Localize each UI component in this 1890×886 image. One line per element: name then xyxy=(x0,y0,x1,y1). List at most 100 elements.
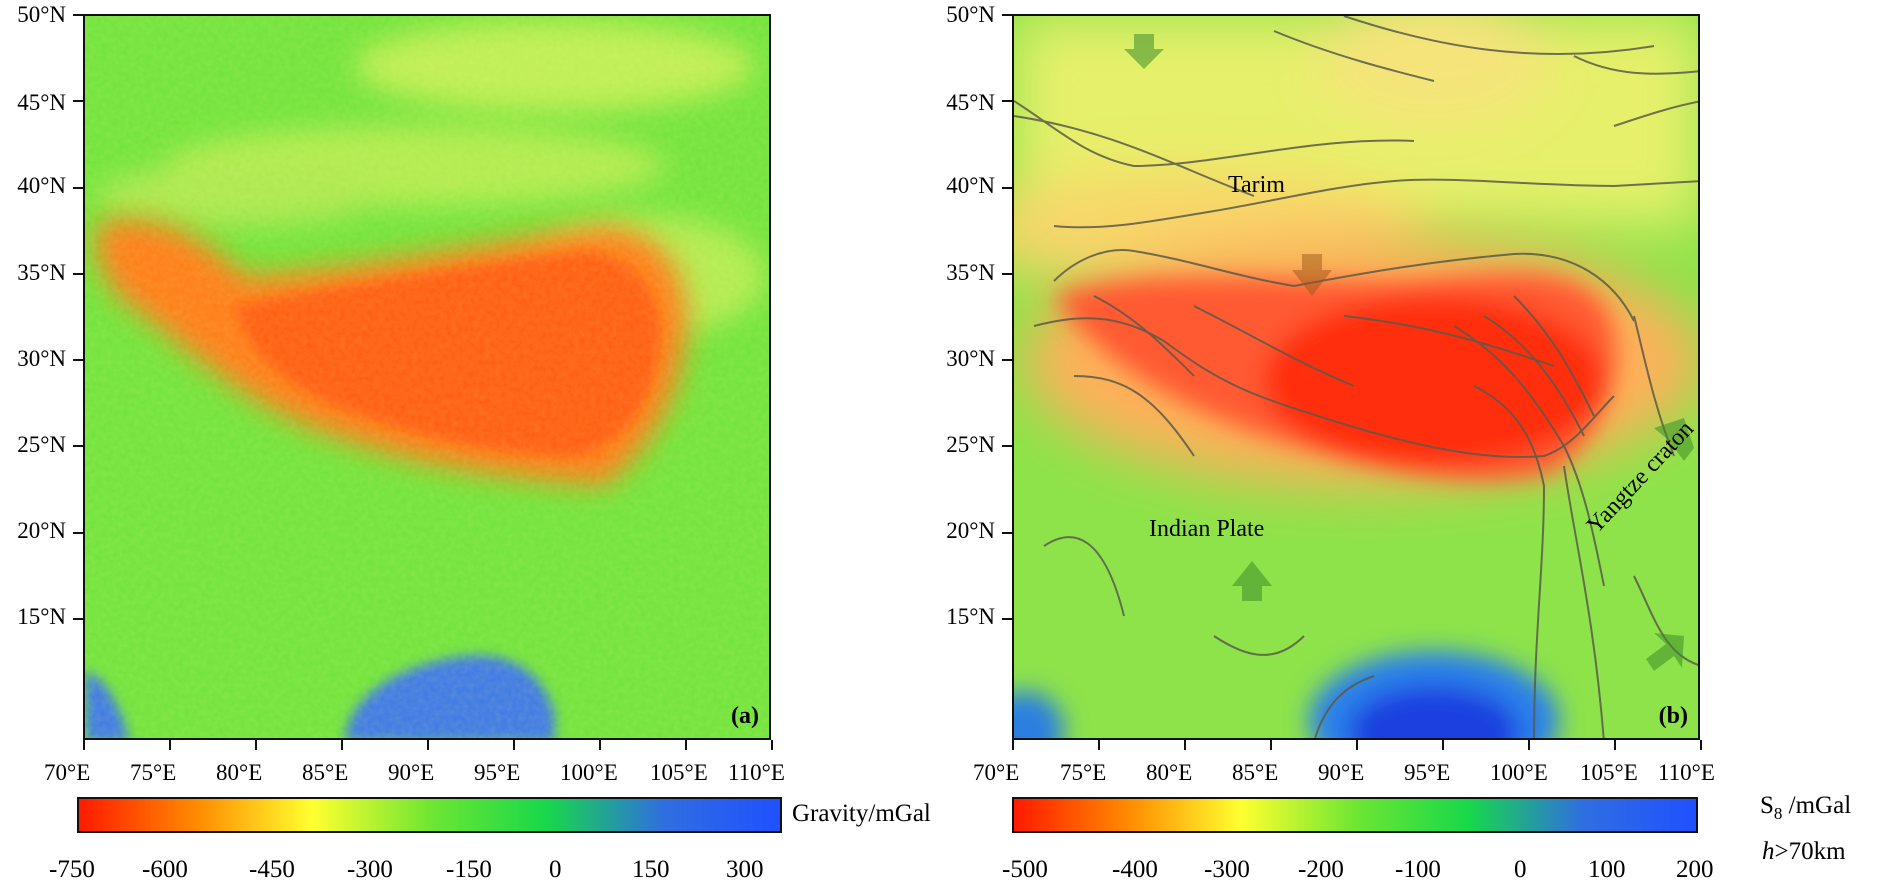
s8-symbol: S xyxy=(1760,792,1774,819)
lon-label: 95°E xyxy=(1404,760,1451,785)
lon-label: 75°E xyxy=(1060,760,1107,785)
colorbar-tick-label: 300 xyxy=(726,856,764,883)
lat-tick xyxy=(1002,445,1012,448)
lat-label: 25°N xyxy=(946,432,995,457)
lon-label: 85°E xyxy=(302,760,349,785)
s8-colorbar xyxy=(1012,797,1698,833)
fault-lines xyxy=(1014,16,1698,738)
lat-label: 50°N xyxy=(17,2,66,27)
s8-residual-map: Tarim Indian Plate Yangtze craton (b) xyxy=(1012,14,1700,740)
lon-tick xyxy=(1270,740,1272,750)
motion-arrows xyxy=(1124,34,1694,671)
lon-tick xyxy=(1012,740,1014,750)
lon-tick xyxy=(1614,740,1616,750)
s8-colorbar-title: S8 /mGal xyxy=(1760,792,1851,824)
colorbar-tick-label: -100 xyxy=(1395,856,1441,883)
gravity-map: (a) xyxy=(83,14,771,740)
colorbar-tick-label: -300 xyxy=(347,856,393,883)
lat-tick xyxy=(73,14,83,16)
lon-label: 100°E xyxy=(1490,760,1548,785)
lon-tick xyxy=(1098,740,1100,750)
lat-label: 45°N xyxy=(946,90,995,115)
s8-field-image xyxy=(1014,16,1698,738)
lon-tick xyxy=(1528,740,1530,750)
colorbar-tick-label: -500 xyxy=(1002,856,1048,883)
lon-tick xyxy=(427,740,429,750)
lon-tick xyxy=(169,740,171,750)
lon-label: 70°E xyxy=(44,760,91,785)
panel-tag-a: (a) xyxy=(731,703,759,729)
lat-tick xyxy=(1002,186,1012,189)
lon-label: 105°E xyxy=(650,760,708,785)
lat-label: 25°N xyxy=(17,432,66,457)
lat-label: 40°N xyxy=(946,173,995,198)
lon-tick xyxy=(513,740,515,750)
lat-label: 45°N xyxy=(17,90,66,115)
label-indian-plate: Indian Plate xyxy=(1149,516,1265,542)
colorbar-tick-label: -200 xyxy=(1298,856,1344,883)
colorbar-tick-label: -450 xyxy=(249,856,295,883)
depth-symbol: h xyxy=(1762,838,1775,865)
lat-label: 20°N xyxy=(17,518,66,543)
label-tarim: Tarim xyxy=(1228,172,1285,198)
colorbar-tick-label: 100 xyxy=(1588,856,1626,883)
lon-tick xyxy=(83,740,85,750)
lon-label: 90°E xyxy=(388,760,435,785)
gravity-colorbar xyxy=(77,797,782,833)
depth-note: h>70km xyxy=(1762,838,1846,866)
colorbar-tick-label: -400 xyxy=(1112,856,1158,883)
depth-value: >70km xyxy=(1774,838,1846,865)
lon-label: 80°E xyxy=(1146,760,1193,785)
lat-label: 40°N xyxy=(17,173,66,198)
lon-label: 110°E xyxy=(1658,760,1715,785)
lon-tick xyxy=(341,740,343,750)
lat-label: 20°N xyxy=(946,518,995,543)
lon-label: 105°E xyxy=(1580,760,1638,785)
s8-subscript: 8 xyxy=(1773,804,1783,823)
lon-tick xyxy=(1356,740,1358,750)
lat-label: 15°N xyxy=(946,604,995,629)
lon-tick xyxy=(599,740,601,750)
gravity-map-panel: (a) xyxy=(83,14,771,740)
lat-label: 35°N xyxy=(17,260,66,285)
lat-label: 35°N xyxy=(946,260,995,285)
colorbar-tick-label: 200 xyxy=(1676,856,1714,883)
lat-label: 30°N xyxy=(17,346,66,371)
colorbar-tick-label: -750 xyxy=(49,856,95,883)
lon-label: 90°E xyxy=(1318,760,1365,785)
gravity-colorbar-title: Gravity/mGal xyxy=(792,800,931,827)
lat-tick xyxy=(73,445,83,448)
lat-tick xyxy=(1002,359,1012,362)
lon-label: 95°E xyxy=(474,760,521,785)
lon-tick xyxy=(685,740,687,750)
lat-tick xyxy=(73,531,83,534)
lon-label: 85°E xyxy=(1232,760,1279,785)
lat-tick xyxy=(1002,272,1012,275)
colorbar-tick-label: -600 xyxy=(142,856,188,883)
lon-label: 80°E xyxy=(216,760,263,785)
lon-label: 75°E xyxy=(130,760,177,785)
lat-label: 50°N xyxy=(946,2,995,27)
lat-tick xyxy=(73,186,83,189)
colorbar-tick-label: 0 xyxy=(1514,856,1527,883)
lon-label: 70°E xyxy=(973,760,1020,785)
s8-unit: /mGal xyxy=(1782,792,1852,819)
s8-residual-map-panel: Tarim Indian Plate Yangtze craton (b) xyxy=(1012,14,1700,740)
lat-tick xyxy=(73,272,83,275)
lat-tick xyxy=(73,617,83,620)
panel-tag-b: (b) xyxy=(1658,703,1688,729)
lon-label: 100°E xyxy=(560,760,618,785)
lon-tick xyxy=(1184,740,1186,750)
lat-label: 15°N xyxy=(17,604,66,629)
colorbar-tick-label: 0 xyxy=(549,856,562,883)
lat-tick xyxy=(1002,531,1012,534)
lon-tick xyxy=(1700,740,1702,750)
lon-tick xyxy=(1442,740,1444,750)
lat-tick xyxy=(73,100,83,103)
lat-tick xyxy=(73,359,83,362)
lon-label: 110°E xyxy=(728,760,785,785)
colorbar-tick-label: -300 xyxy=(1204,856,1250,883)
lat-tick xyxy=(1002,14,1012,16)
colorbar-tick-label: 150 xyxy=(632,856,670,883)
gravity-field-image xyxy=(85,16,769,738)
